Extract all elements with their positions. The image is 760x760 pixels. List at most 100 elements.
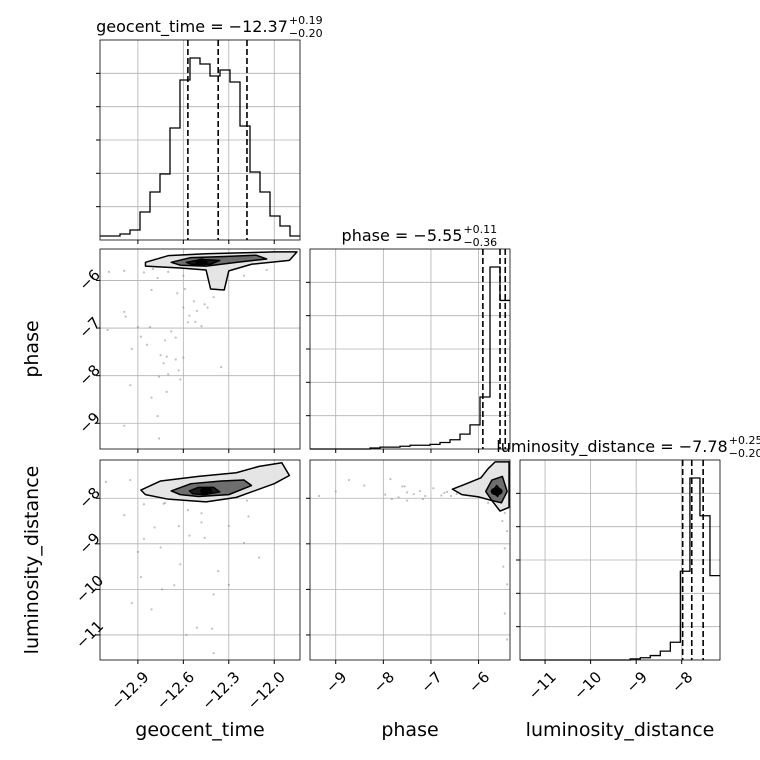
panel-title: phase = −5.55 — [342, 226, 463, 245]
scatter-point — [257, 556, 261, 559]
title-upper-error: +0.19 — [289, 14, 323, 27]
scatter-point — [503, 547, 506, 550]
scatter-point — [129, 384, 132, 387]
density-geocent_time-phase — [99, 248, 301, 450]
scatter-point — [203, 536, 206, 540]
x-axis-label: geocent_time — [135, 719, 264, 741]
scatter-point — [501, 519, 504, 523]
scatter-point — [142, 271, 146, 274]
x-tick-label: −8 — [370, 668, 398, 696]
scatter-point — [412, 493, 415, 496]
x-tick-label: −12.9 — [107, 668, 152, 713]
scatter-point — [123, 310, 126, 313]
scatter-point — [151, 267, 155, 271]
scatter-point — [389, 478, 392, 481]
scatter-point — [176, 292, 179, 295]
scatter-point — [432, 487, 435, 490]
y-tick-label: −9 — [75, 529, 103, 557]
x-tick-label: −8 — [668, 668, 696, 696]
scatter-point — [159, 546, 162, 549]
scatter-point — [145, 343, 149, 346]
scatter-point — [424, 494, 427, 498]
scatter-point — [161, 588, 164, 591]
x-tick-label: −10 — [570, 668, 605, 703]
scatter-point — [142, 503, 146, 506]
scatter-point — [188, 534, 191, 537]
scatter-point — [164, 339, 167, 342]
scatter-point — [401, 485, 404, 488]
scatter-point — [185, 633, 188, 637]
scatter-point — [182, 356, 185, 359]
scatter-point — [123, 424, 126, 427]
hist-panel-frame — [519, 459, 721, 661]
scatter-point — [123, 269, 126, 273]
scatter-point — [167, 373, 170, 376]
scatter-point — [506, 583, 509, 586]
scatter-point — [173, 584, 176, 587]
scatter-point — [195, 309, 199, 313]
scatter-point — [165, 355, 168, 358]
scatter-point — [220, 365, 223, 369]
x-tick-label: −9 — [322, 668, 350, 696]
scatter-point — [206, 306, 209, 309]
scatter-point — [177, 369, 180, 372]
scatter-point — [502, 565, 505, 568]
density-phase-luminosity_distance — [309, 459, 511, 661]
scatter-point — [192, 300, 196, 303]
x-tick-label: −6 — [465, 668, 493, 696]
scatter-point — [212, 295, 215, 299]
scatter-point — [129, 478, 132, 482]
scatter-point — [347, 478, 351, 482]
histogram-phase: phase = −5.55 +0.11−0.36 — [306, 223, 511, 450]
scatter-point — [130, 601, 133, 605]
scatter-point — [486, 501, 490, 504]
scatter-point — [503, 511, 506, 514]
scatter-point — [245, 499, 249, 502]
scatter-point — [421, 498, 424, 501]
scatter-point — [186, 509, 189, 512]
y-tick-label: −8 — [75, 361, 103, 389]
scatter-point — [212, 593, 215, 596]
scatter-point — [139, 335, 143, 338]
scatter-point — [159, 354, 162, 357]
scatter-point — [157, 437, 161, 440]
scatter-point — [177, 524, 180, 528]
scatter-point — [317, 494, 321, 498]
x-axis-label: phase — [381, 719, 438, 741]
scatter-point — [107, 270, 111, 273]
scatter-point — [124, 315, 127, 318]
scatter-point — [157, 375, 161, 378]
scatter-point — [449, 494, 453, 498]
scatter-point — [242, 274, 246, 277]
scatter-point — [212, 652, 215, 655]
scatter-point — [153, 526, 156, 529]
scatter-point — [130, 347, 133, 351]
scatter-point — [247, 515, 250, 518]
title-lower-error: −0.36 — [463, 236, 497, 249]
x-tick-label: −11 — [525, 668, 560, 703]
scatter-point — [167, 270, 170, 273]
scatter-point — [179, 563, 182, 566]
scatter-point — [136, 550, 139, 554]
histogram-geocent_time: geocent_time = −12.37 +0.19−0.20 — [96, 14, 323, 241]
scatter-point — [390, 498, 394, 501]
scatter-point — [162, 362, 165, 365]
density-panel-frame — [309, 459, 511, 661]
y-tick-label: −9 — [75, 409, 103, 437]
scatter-point — [200, 512, 203, 515]
scatter-point — [418, 489, 422, 493]
density-panel-frame — [99, 459, 301, 661]
scatter-point — [227, 524, 230, 528]
scatter-point — [106, 328, 109, 332]
scatter-point — [211, 627, 214, 630]
scatter-point — [506, 638, 509, 641]
density-peak — [490, 487, 503, 496]
scatter-point — [142, 537, 146, 540]
scatter-point — [150, 396, 153, 399]
y-tick-label: −7 — [75, 314, 103, 342]
scatter-point — [104, 480, 108, 483]
histogram-steps — [100, 57, 300, 237]
title-upper-error: +0.11 — [463, 223, 497, 236]
scatter-point — [334, 490, 337, 493]
